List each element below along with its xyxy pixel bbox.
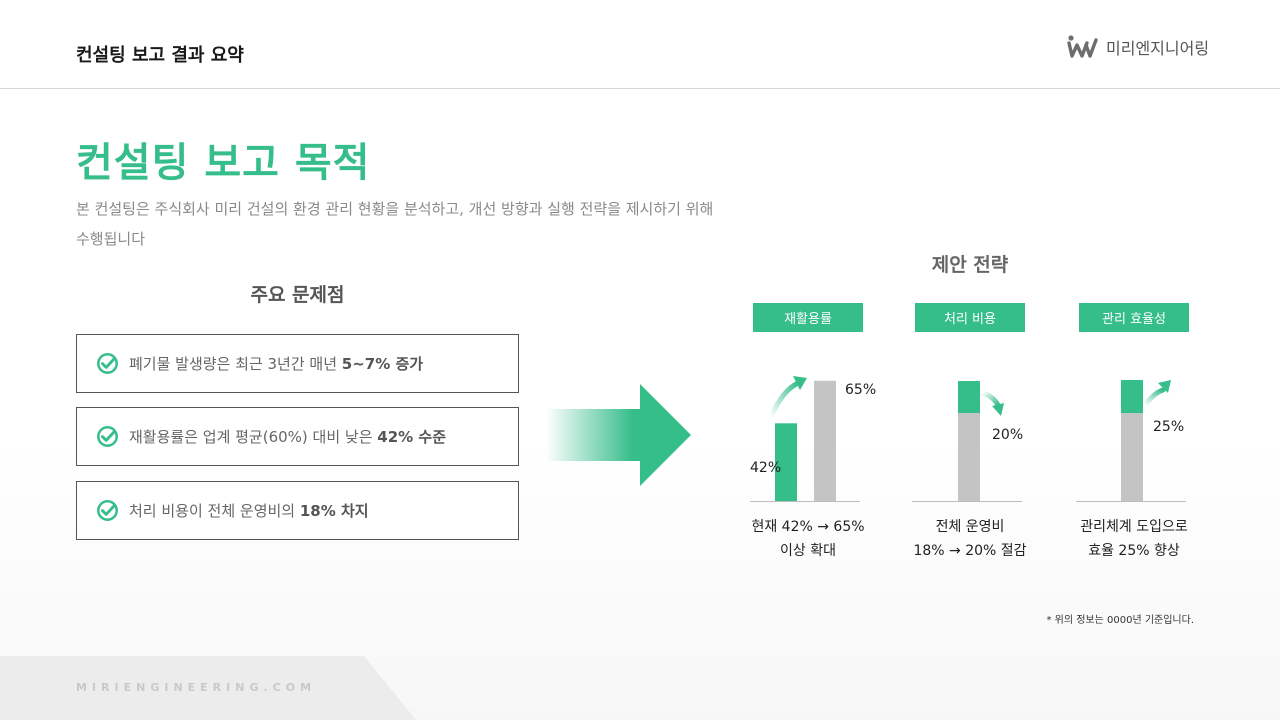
recycling-chart: 42% 65% — [750, 376, 876, 502]
data-label: 42% — [750, 460, 781, 476]
problems-title: 주요 문제점 — [250, 284, 345, 306]
page-title: 컨설팅 보고 목적 — [76, 140, 371, 186]
check-circle-icon — [97, 426, 118, 447]
trend-up-arrow-icon — [1142, 387, 1166, 408]
check-circle-icon — [97, 353, 118, 374]
bar-segment — [958, 381, 980, 413]
trend-down-arrow-head — [992, 403, 1004, 416]
problem-item: 처리 비용이 전체 운영비의 18% 차지 — [76, 481, 519, 540]
page-description: 본 컨설팅은 주식회사 미리 건설의 환경 관리 현황을 분석하고, 개선 방향… — [76, 200, 714, 248]
page-header: 컨설팅 보고 결과 요약 미리엔지니어링 — [0, 0, 1280, 89]
bar-segment — [1121, 380, 1143, 413]
company-logo: 미리엔지니어링 — [1066, 34, 1209, 60]
footer-brand: MIRIENGINEERING.COM — [76, 681, 317, 694]
problem-highlight: 42% 수준 — [377, 428, 447, 446]
trend-up-arrow-icon — [768, 380, 801, 420]
problem-highlight: 18% 차지 — [299, 502, 369, 520]
problem-highlight: 5~7% 증가 — [341, 355, 424, 373]
footer-band — [0, 656, 416, 720]
bar — [775, 423, 797, 501]
caption-line: 관리체계 도입으로 — [1080, 519, 1188, 535]
strategy-caption: 관리체계 도입으로 효율 25% 향상 — [1044, 515, 1224, 563]
caption-line: 현재 42% → 65% — [751, 519, 865, 535]
check-circle-icon — [97, 500, 118, 521]
trend-up-arrow-head — [793, 376, 807, 390]
strategy-caption: 현재 42% → 65% 이상 확대 — [718, 515, 898, 563]
caption-line: 전체 운영비 — [935, 519, 1005, 535]
logo-mark-icon — [1067, 35, 1098, 58]
data-label: 20% — [992, 427, 1023, 443]
caption-line: 이상 확대 — [780, 543, 836, 559]
trend-up-arrow-head — [1158, 380, 1171, 393]
caption-line: 효율 25% 향상 — [1088, 543, 1180, 559]
data-label: 65% — [845, 382, 876, 398]
caption-line: 18% → 20% 절감 — [913, 543, 1027, 559]
strategy-caption: 전체 운영비 18% → 20% 절감 — [880, 515, 1060, 563]
data-label: 25% — [1153, 419, 1184, 435]
problem-text: 폐기물 발생량은 최근 3년간 매년 5~7% 증가 — [129, 355, 424, 373]
strategy-tag: 재활용률 — [753, 303, 863, 332]
strategy-title: 제안 전략 — [931, 254, 1009, 276]
logo-text: 미리엔지니어링 — [1106, 39, 1210, 58]
problem-text: 처리 비용이 전체 운영비의 18% 차지 — [129, 502, 369, 520]
trend-down-arrow-icon — [979, 390, 1001, 408]
header-title: 컨설팅 보고 결과 요약 — [76, 45, 244, 66]
problem-text: 재활용률은 업계 평균(60%) 대비 낮은 42% 수준 — [129, 428, 447, 446]
footnote: * 위의 정보는 0000년 기준입니다. — [1046, 615, 1194, 626]
strategy-tag: 관리 효율성 — [1079, 303, 1189, 332]
right-arrow-icon — [546, 384, 691, 486]
cost-chart: 20% — [912, 381, 1023, 502]
problem-item: 폐기물 발생량은 최근 3년간 매년 5~7% 증가 — [76, 334, 519, 393]
strategy-tag: 처리 비용 — [915, 303, 1025, 332]
efficiency-chart: 25% — [1076, 380, 1186, 502]
bar — [814, 380, 836, 501]
problem-item: 재활용률은 업계 평균(60%) 대비 낮은 42% 수준 — [76, 407, 519, 466]
